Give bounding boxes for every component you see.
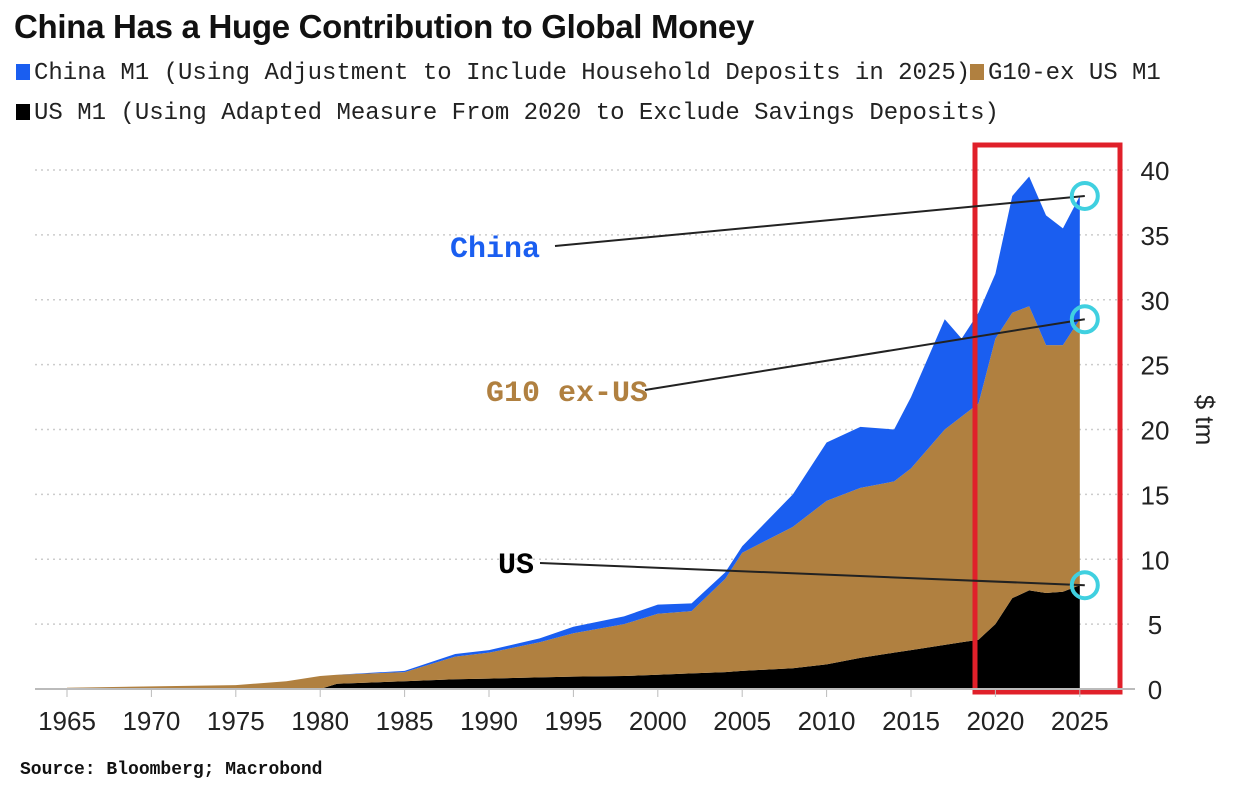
area-series-g10 (67, 306, 1080, 689)
x-tick-label: 1985 (376, 706, 434, 736)
legend-item-us: US M1 (Using Adapted Measure From 2020 t… (16, 100, 999, 127)
annotation-marker (1069, 180, 1100, 211)
legend-label-g10: G10-ex US M1 (988, 60, 1161, 87)
legend-label-us: US M1 (Using Adapted Measure From 2020 t… (34, 100, 999, 127)
x-tick-label: 2015 (882, 706, 940, 736)
y-tick-label: 0 (1148, 675, 1162, 705)
y-tick-label: 10 (1141, 545, 1170, 575)
y-tick-label: 30 (1141, 286, 1170, 316)
x-tick-label: 1970 (122, 706, 180, 736)
annotation-label-us: US (498, 549, 534, 583)
x-tick-label: 2020 (966, 706, 1024, 736)
y-axis-label: $ tm (1190, 395, 1220, 446)
area-series-us (67, 585, 1080, 689)
legend-item-g10: G10-ex US M1 (970, 60, 1161, 87)
annotation-leader-line (644, 318, 1085, 391)
annotation-label-china: China (450, 233, 540, 267)
y-tick-label: 5 (1148, 610, 1162, 640)
x-tick-label: 1975 (207, 706, 265, 736)
x-tick-label: 2025 (1051, 706, 1109, 736)
y-tick-label: 20 (1141, 416, 1170, 446)
x-tick-label: 1995 (544, 706, 602, 736)
y-tick-label: 15 (1141, 480, 1170, 510)
legend-swatch-g10 (970, 64, 984, 80)
area-series-china (67, 176, 1080, 688)
annotation-label-g10: G10 ex-US (486, 377, 648, 411)
x-tick-label: 2010 (798, 706, 856, 736)
y-tick-label: 25 (1141, 351, 1170, 381)
annotation-marker (1069, 570, 1100, 601)
x-tick-label: 1990 (460, 706, 518, 736)
legend-swatch-us (16, 104, 30, 120)
highlight-box (972, 142, 1123, 695)
chart-title: China Has a Huge Contribution to Global … (14, 8, 755, 45)
y-tick-label: 40 (1141, 156, 1170, 186)
x-tick-label: 1965 (38, 706, 96, 736)
y-tick-label: 35 (1141, 221, 1170, 251)
x-tick-label: 2000 (629, 706, 687, 736)
legend-label-china: China M1 (Using Adjustment to Include Ho… (34, 60, 971, 87)
legend-item-china: China M1 (Using Adjustment to Include Ho… (16, 60, 970, 87)
annotation-leader-line (554, 194, 1085, 247)
annotation-leader-line (539, 562, 1085, 587)
x-tick-label: 1980 (291, 706, 349, 736)
annotation-marker (1069, 304, 1100, 335)
x-tick-label: 2005 (713, 706, 771, 736)
source-note: Source: Bloomberg; Macrobond (20, 760, 323, 780)
legend-swatch-china (16, 64, 30, 80)
